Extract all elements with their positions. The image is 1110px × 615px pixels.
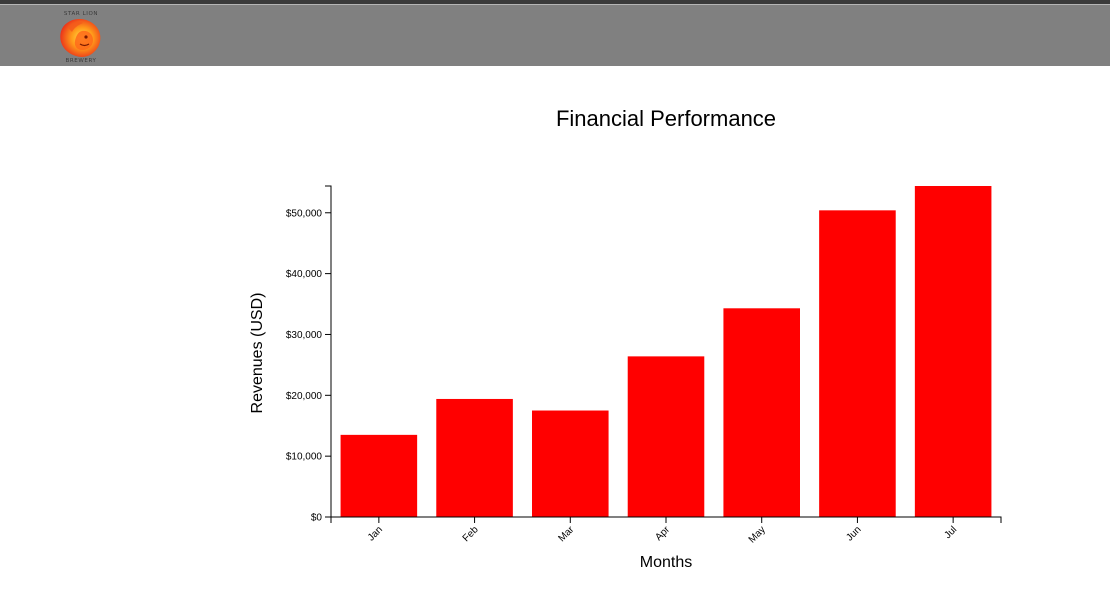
x-axis-label: Months bbox=[640, 554, 692, 571]
revenue-bar-chart: Financial Performance $0 $10,000 $20,000 $3… bbox=[249, 106, 1002, 571]
x-axis: Jan Feb Mar Apr May Jun Jul bbox=[330, 516, 1002, 545]
x-tick-label-apr: Apr bbox=[653, 524, 672, 543]
bar-apr bbox=[627, 356, 705, 517]
chart-title: Financial Performance bbox=[556, 106, 776, 131]
logo-bottom-text: BREWERY bbox=[65, 58, 97, 64]
page-header: STAR LION BREWERY bbox=[0, 4, 1110, 66]
bar-jul bbox=[914, 186, 992, 517]
y-tick-label: $20,000 bbox=[286, 391, 323, 402]
lion-logo-icon bbox=[60, 19, 101, 57]
bars-group bbox=[340, 186, 992, 517]
bar-mar bbox=[532, 410, 609, 517]
y-tick-label: $0 bbox=[311, 513, 323, 524]
x-tick-label-mar: Mar bbox=[556, 524, 576, 544]
x-tick-label-feb: Feb bbox=[461, 524, 481, 544]
y-axis: $0 $10,000 $20,000 $30,000 $40,000 $50,000 bbox=[286, 185, 332, 524]
bar-may bbox=[723, 308, 800, 517]
y-tick-label: $10,000 bbox=[286, 452, 323, 463]
x-tick-label-jul: Jul bbox=[942, 524, 959, 541]
top-border-line bbox=[0, 0, 1110, 4]
y-axis-label: Revenues (USD) bbox=[249, 293, 266, 414]
y-axis-line bbox=[325, 185, 332, 518]
bar-jun bbox=[819, 210, 896, 517]
x-tick-label-jun: Jun bbox=[844, 524, 863, 543]
x-tick-label-may: May bbox=[747, 524, 768, 545]
x-tick-label-jan: Jan bbox=[366, 524, 385, 543]
y-tick-label: $40,000 bbox=[286, 269, 323, 280]
bar-jan bbox=[340, 434, 418, 517]
y-tick-label: $50,000 bbox=[286, 208, 323, 219]
logo-top-text: STAR LION bbox=[63, 11, 99, 17]
bar-feb bbox=[436, 398, 513, 517]
y-tick-label: $30,000 bbox=[286, 330, 323, 341]
brand-logo[interactable]: STAR LION BREWERY bbox=[56, 11, 106, 67]
